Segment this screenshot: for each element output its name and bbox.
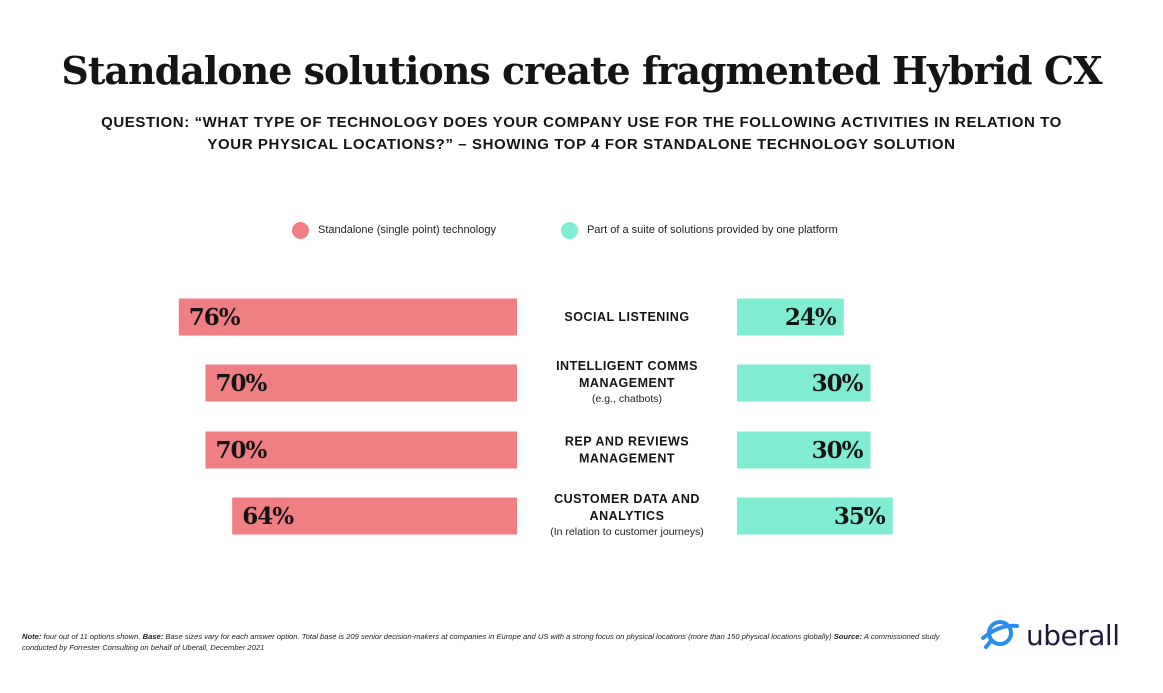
data-label-standalone: 76% bbox=[189, 304, 241, 331]
category-label: REP AND REVIEWS bbox=[565, 435, 689, 449]
category-label: INTELLIGENT COMMS bbox=[556, 359, 698, 373]
data-label-suite: 30% bbox=[812, 437, 864, 464]
legend-item-suite: Part of a suite of solutions provided by… bbox=[561, 219, 838, 241]
legend-label-suite: Part of a suite of solutions provided by… bbox=[587, 224, 838, 236]
legend-swatch-standalone bbox=[292, 221, 309, 239]
data-label-suite: 24% bbox=[785, 304, 837, 331]
footnote-note-text: four out of 11 options shown. bbox=[41, 632, 143, 641]
bar-suite bbox=[737, 431, 871, 469]
legend-item-standalone: Standalone (single point) technology bbox=[292, 219, 496, 241]
footnote-source-label: Source: bbox=[833, 632, 862, 641]
legend-label-standalone: Standalone (single point) technology bbox=[318, 224, 496, 236]
footnote-source-text: A commissioned study conducted by Forres… bbox=[22, 632, 940, 652]
data-label-suite: 35% bbox=[834, 503, 886, 530]
category-label: ANALYTICS bbox=[590, 509, 665, 523]
chart-title: Standalone solutions create fragmented H… bbox=[61, 48, 1102, 93]
category-sublabel: (e.g., chatbots) bbox=[592, 393, 662, 405]
bar-standalone bbox=[178, 298, 518, 336]
category-label: CUSTOMER DATA AND bbox=[554, 492, 700, 506]
bar-suite bbox=[737, 364, 871, 402]
bar-standalone bbox=[232, 497, 517, 535]
category-label: SOCIAL LISTENING bbox=[564, 310, 689, 324]
bar-suite bbox=[737, 497, 893, 535]
legend-swatch-suite bbox=[561, 221, 578, 239]
data-label-standalone: 64% bbox=[242, 503, 294, 530]
footnote-note-label: Note: bbox=[22, 632, 42, 641]
uberall-logo: uberall bbox=[980, 616, 1120, 654]
uberall-logo-icon bbox=[980, 616, 1020, 654]
data-label-suite: 30% bbox=[812, 370, 864, 397]
data-label-standalone: 70% bbox=[216, 370, 268, 397]
chart-subtitle: QUESTION: “WHAT TYPE OF TECHNOLOGY DOES … bbox=[101, 114, 1062, 153]
category-label: MANAGEMENT bbox=[579, 376, 675, 390]
bar-standalone bbox=[205, 431, 517, 469]
bar-suite bbox=[737, 298, 844, 336]
data-label-standalone: 70% bbox=[216, 437, 268, 464]
footnote-base-label: Base: bbox=[142, 632, 164, 641]
footnote-base-text: Base sizes vary for each answer option. … bbox=[163, 632, 834, 641]
legend: Standalone (single point) technology Par… bbox=[0, 219, 1163, 241]
bar-standalone bbox=[205, 364, 517, 402]
category-sublabel: (In relation to customer journeys) bbox=[550, 526, 703, 538]
footnote: Note: four out of 11 options shown. Base… bbox=[22, 632, 952, 653]
category-label: MANAGEMENT bbox=[579, 452, 675, 466]
uberall-logo-text: uberall bbox=[1026, 618, 1120, 652]
